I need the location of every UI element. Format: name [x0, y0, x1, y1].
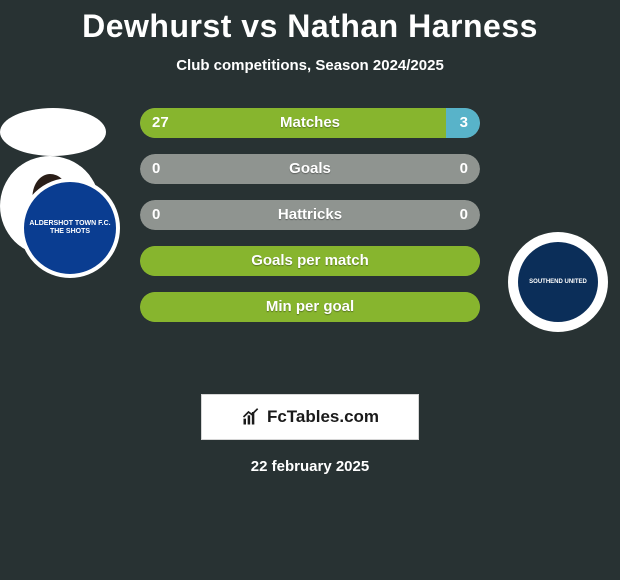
stat-bar-right-value: 0: [460, 200, 468, 230]
stat-bar-row: Goals per match: [140, 246, 480, 276]
brand-box[interactable]: FcTables.com: [201, 394, 419, 440]
stat-bar-row: Matches27 3: [140, 108, 480, 138]
player-left-photo: [0, 108, 106, 156]
stat-bar-row: Min per goal: [140, 292, 480, 322]
club-left-sub: THE SHOTS: [50, 228, 90, 235]
stat-bars: Matches273Goals00Hattricks00Goals per ma…: [140, 108, 480, 338]
stat-bar-label: Min per goal: [140, 292, 480, 322]
stat-bar-label: Goals per match: [140, 246, 480, 276]
stat-bar-left-value: 0: [152, 154, 160, 184]
stat-bar-row: Hattricks0 0: [140, 200, 480, 230]
stat-bar-row: Goals0 0: [140, 154, 480, 184]
stat-bar-right-value: 3: [460, 108, 468, 138]
page-title: Dewhurst vs Nathan Harness: [0, 0, 620, 45]
comparison-stage: ALDERSHOT TOWN F.C. THE SHOTS SOUTHEND U…: [0, 108, 620, 388]
brand-text: FcTables.com: [267, 407, 379, 427]
club-left-badge: ALDERSHOT TOWN F.C. THE SHOTS: [20, 178, 120, 278]
comparison-date: 22 february 2025: [0, 458, 620, 475]
club-left-label: ALDERSHOT TOWN F.C. THE SHOTS: [29, 220, 110, 237]
stat-bar-label: Matches: [140, 108, 480, 138]
stat-bar-label: Hattricks: [140, 200, 480, 230]
club-right-name: SOUTHEND UNITED: [529, 279, 587, 285]
page-subtitle: Club competitions, Season 2024/2025: [0, 57, 620, 74]
stat-bar-label: Goals: [140, 154, 480, 184]
stat-bar-right-value: 0: [460, 154, 468, 184]
stat-bar-left-value: 27: [152, 108, 169, 138]
club-right-badge: SOUTHEND UNITED: [508, 232, 608, 332]
club-right-label: SOUTHEND UNITED: [518, 242, 598, 322]
club-left-name: ALDERSHOT TOWN F.C.: [29, 220, 110, 227]
stat-bar-left-value: 0: [152, 200, 160, 230]
chart-icon: [241, 407, 261, 427]
